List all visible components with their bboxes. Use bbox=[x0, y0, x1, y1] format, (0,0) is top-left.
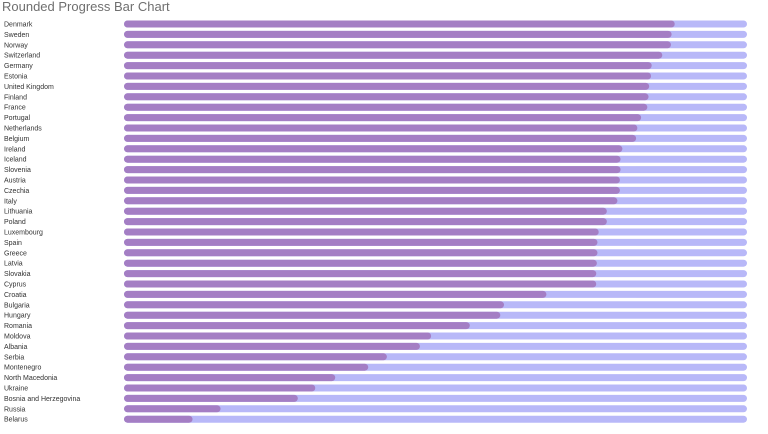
category-label: Cyprus bbox=[4, 282, 27, 289]
progress-bar bbox=[124, 384, 316, 392]
progress-bar bbox=[124, 197, 618, 205]
category-label: Bosnia and Herzegovina bbox=[4, 396, 80, 403]
progress-bar bbox=[124, 72, 652, 80]
category-label: Austria bbox=[4, 178, 26, 185]
category-label: France bbox=[4, 105, 26, 112]
category-label: Russia bbox=[4, 406, 26, 413]
progress-bar bbox=[124, 270, 597, 278]
progress-bar bbox=[124, 342, 420, 350]
category-label: Serbia bbox=[4, 354, 24, 361]
progress-bar bbox=[124, 155, 621, 163]
progress-bar bbox=[124, 332, 432, 340]
category-label: Italy bbox=[4, 198, 17, 205]
category-label: Hungary bbox=[4, 313, 31, 320]
progress-bar bbox=[124, 93, 649, 101]
category-label: Ireland bbox=[4, 146, 26, 153]
progress-track bbox=[124, 415, 747, 423]
progress-bar bbox=[124, 238, 598, 246]
category-label: Luxembourg bbox=[4, 230, 43, 237]
category-label: Spain bbox=[4, 240, 22, 247]
progress-bar bbox=[124, 207, 607, 215]
progress-bar bbox=[124, 186, 620, 194]
category-label: Montenegro bbox=[4, 365, 41, 372]
progress-bar bbox=[124, 166, 621, 174]
progress-bar bbox=[124, 176, 620, 184]
category-label: Belarus bbox=[4, 417, 28, 424]
category-label: Croatia bbox=[4, 292, 27, 299]
progress-bar bbox=[124, 249, 598, 257]
progress-bar bbox=[124, 51, 663, 59]
progress-bar bbox=[124, 311, 501, 319]
category-label: Slovakia bbox=[4, 271, 31, 278]
category-label: Sweden bbox=[4, 32, 29, 39]
progress-bar bbox=[124, 280, 597, 288]
progress-bar bbox=[124, 405, 221, 413]
category-label: Bulgaria bbox=[4, 302, 30, 309]
category-label: Czechia bbox=[4, 188, 29, 195]
progress-bar bbox=[124, 20, 675, 28]
progress-bar bbox=[124, 322, 470, 330]
progress-bar bbox=[124, 290, 547, 298]
category-label: Moldova bbox=[4, 334, 31, 341]
category-label: North Macedonia bbox=[4, 375, 57, 382]
progress-track bbox=[124, 405, 747, 413]
progress-bar bbox=[124, 82, 650, 90]
category-label: Netherlands bbox=[4, 126, 42, 133]
progress-bar bbox=[124, 353, 387, 361]
category-label: Romania bbox=[4, 323, 32, 330]
progress-bar bbox=[124, 134, 637, 142]
progress-bar bbox=[124, 374, 336, 382]
category-label: Greece bbox=[4, 250, 27, 257]
progress-bar bbox=[124, 415, 193, 423]
category-label: Denmark bbox=[4, 22, 33, 29]
category-label: Finland bbox=[4, 94, 27, 101]
category-label: Ukraine bbox=[4, 386, 28, 393]
category-label: Germany bbox=[4, 63, 33, 70]
category-label: Albania bbox=[4, 344, 27, 351]
progress-bar bbox=[124, 124, 638, 132]
progress-bar bbox=[124, 30, 672, 38]
category-label: Norway bbox=[4, 42, 28, 49]
progress-bar bbox=[124, 394, 298, 402]
category-label: Poland bbox=[4, 219, 26, 226]
chart-title: Rounded Progress Bar Chart bbox=[2, 0, 170, 14]
progress-bar bbox=[124, 145, 623, 153]
category-label: Switzerland bbox=[4, 53, 40, 60]
progress-bar bbox=[124, 363, 369, 371]
category-label: Slovenia bbox=[4, 167, 31, 174]
progress-bar bbox=[124, 41, 671, 49]
category-label: Estonia bbox=[4, 74, 27, 81]
progress-bar bbox=[124, 114, 642, 122]
category-label: Belgium bbox=[4, 136, 29, 143]
progress-bar bbox=[124, 218, 607, 226]
category-label: United Kingdom bbox=[4, 84, 54, 91]
category-label: Lithuania bbox=[4, 209, 33, 216]
progress-bar bbox=[124, 301, 505, 309]
progress-bar bbox=[124, 259, 597, 267]
category-label: Portugal bbox=[4, 115, 31, 122]
progress-bar bbox=[124, 103, 648, 111]
category-label: Latvia bbox=[4, 261, 23, 268]
progress-bar bbox=[124, 62, 652, 70]
progress-bar bbox=[124, 228, 599, 236]
category-label: Iceland bbox=[4, 157, 27, 164]
